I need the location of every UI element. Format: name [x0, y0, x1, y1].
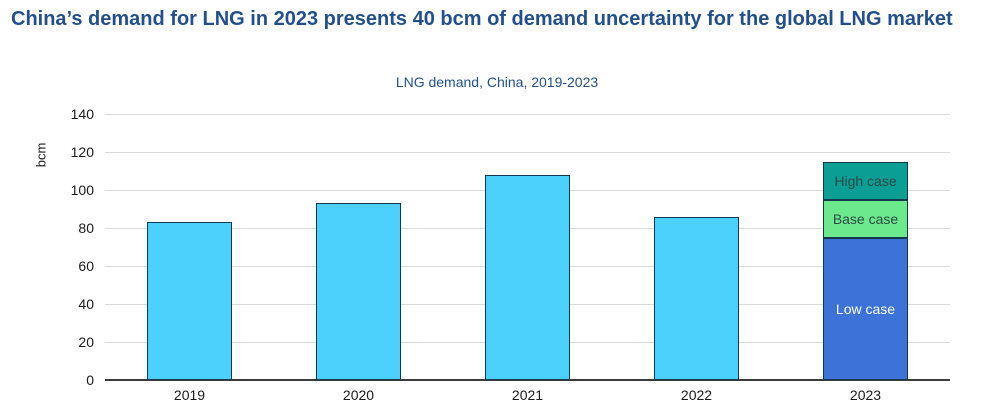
y-tick-label: 140	[70, 106, 94, 122]
segment-label-low-case: Low case	[835, 300, 896, 317]
y-gridline	[105, 114, 950, 115]
x-tick-label: 2019	[173, 387, 206, 403]
bar-segment-2022-lng-demand	[654, 216, 739, 380]
bar-segment-2021-lng-demand	[485, 174, 570, 380]
x-tick-label: 2021	[511, 387, 544, 403]
bar-segment-2020-lng-demand	[316, 203, 401, 380]
x-axis-line	[105, 379, 950, 381]
y-tick-label: 80	[78, 220, 94, 236]
plot-area: 2019 2020 2021 2022 Low case Base case High ca…	[105, 114, 950, 403]
y-gridline	[105, 152, 950, 153]
segment-label-base-case: Base case	[832, 210, 899, 227]
y-tick-label: 100	[70, 182, 94, 198]
bar-segment-2023-high-case: High case	[823, 161, 908, 200]
y-tick-label: 0	[86, 372, 94, 388]
x-tick-label: 2023	[849, 387, 882, 403]
x-tick-label: 2020	[342, 387, 375, 403]
x-tick-label: 2022	[680, 387, 713, 403]
y-tick-label: 60	[78, 258, 94, 274]
figure-title: China’s demand for LNG in 2023 presents …	[11, 8, 953, 30]
bar-segment-2019-lng-demand	[147, 222, 232, 380]
bar-segment-2023-low-case: Low case	[823, 237, 908, 380]
y-tick-label: 20	[78, 334, 94, 350]
bar-segment-2023-base-case: Base case	[823, 199, 908, 238]
y-tick-label: 40	[78, 296, 94, 312]
chart-title: LNG demand, China, 2019-2023	[395, 74, 599, 90]
y-tick-label: 120	[70, 144, 94, 160]
segment-label-high-case: High case	[834, 172, 897, 189]
